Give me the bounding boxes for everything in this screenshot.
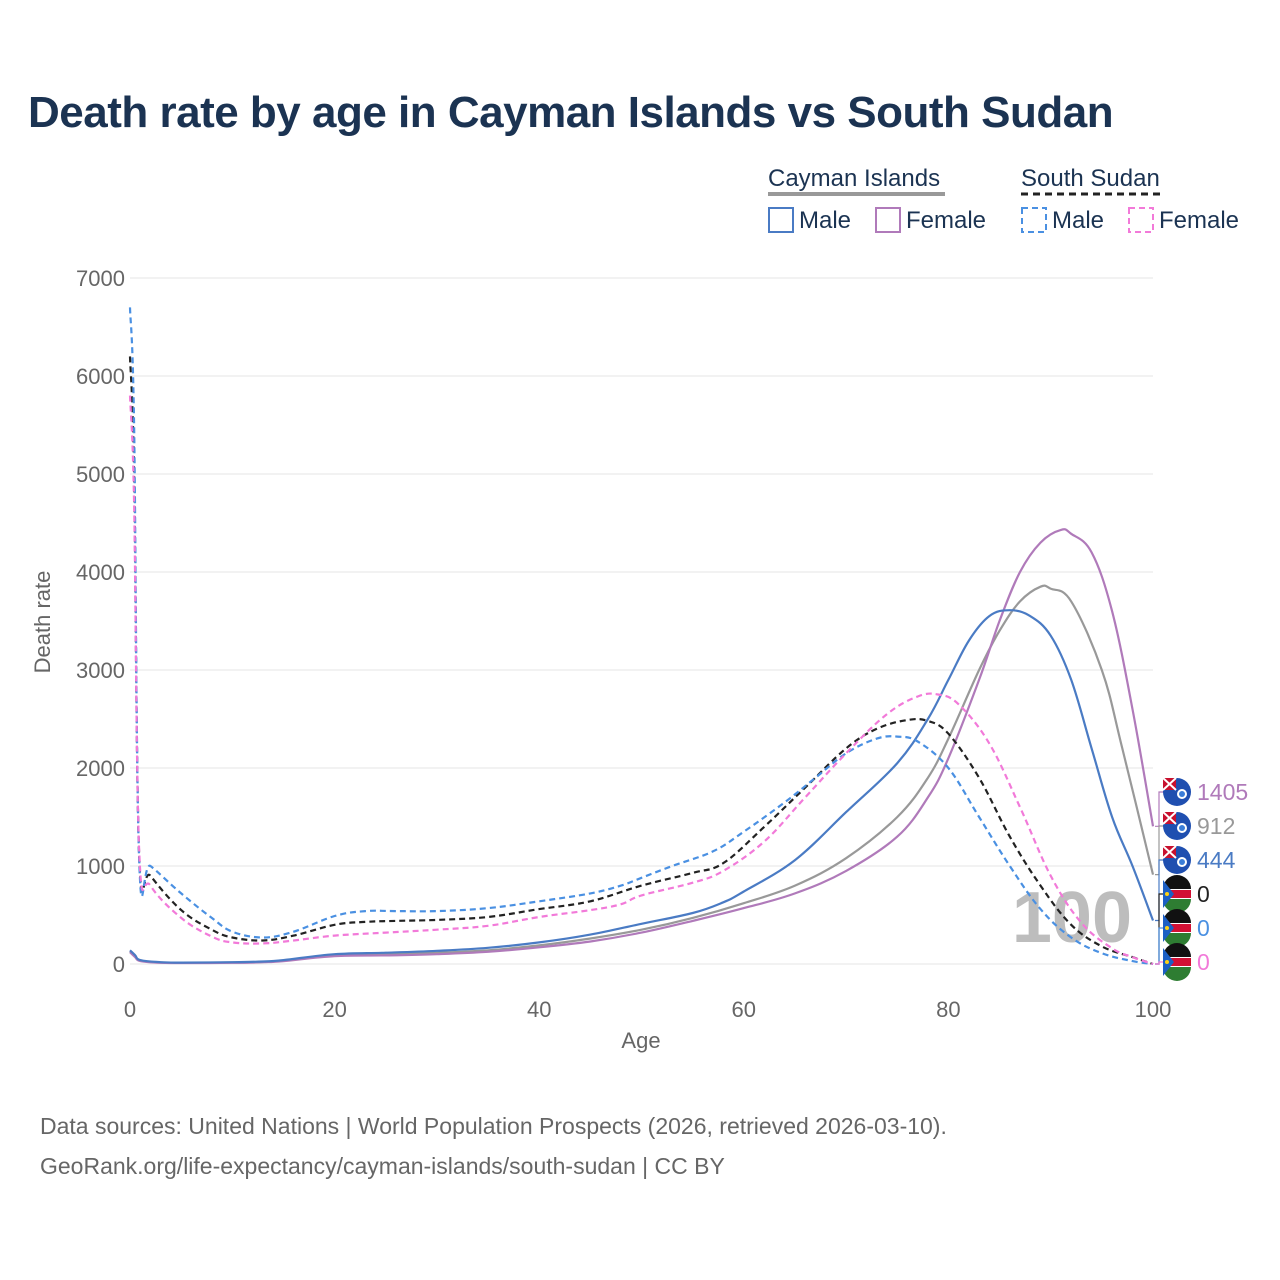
- footer-sources: Data sources: United Nations | World Pop…: [40, 1113, 947, 1139]
- footer-link: GeoRank.org/life-expectancy/cayman-islan…: [40, 1153, 725, 1179]
- y-axis-ticks: 0 1000 2000 3000 4000 5000 6000 7000: [76, 266, 125, 977]
- south-sudan-flag-icon: [1163, 875, 1191, 913]
- series-layer: [128, 307, 1155, 966]
- end-connector-ss-female: [1155, 961, 1165, 965]
- end-value-ss-male: 0: [1197, 915, 1210, 941]
- legend-group-cayman-islands: Cayman Islands: [768, 165, 940, 192]
- south-sudan-flag-icon: [1163, 943, 1191, 981]
- series-line-ci-total: [129, 584, 1155, 964]
- cayman-islands-flag-icon: [1162, 845, 1191, 874]
- x-axis-ticks: 0 20 40 60 80 100: [124, 997, 1171, 1022]
- x-axis-title: Age: [621, 1028, 660, 1053]
- legend-label-ci-male: Male: [799, 207, 851, 234]
- y-tick-label: 3000: [76, 658, 125, 683]
- legend-label-ss-male: Male: [1052, 207, 1104, 234]
- legend-label-ss-female: Female: [1159, 207, 1239, 234]
- cayman-islands-flag-icon: [1162, 777, 1191, 806]
- end-value-ci-male: 444: [1197, 847, 1236, 873]
- y-axis-title: Death rate: [30, 571, 55, 674]
- end-value-ci-female: 1405: [1197, 779, 1248, 805]
- current-age-label: 100: [1012, 878, 1132, 958]
- x-tick-label: 0: [124, 997, 136, 1022]
- series-line-ci-male: [129, 609, 1155, 964]
- end-connector-ci-male: [1155, 859, 1165, 922]
- grid: [130, 277, 1153, 965]
- end-value-ss-female: 0: [1197, 949, 1210, 975]
- y-tick-label: 7000: [76, 266, 125, 291]
- legend: Cayman Islands South Sudan Male Female M…: [768, 165, 1239, 234]
- cayman-islands-flag-icon: [1162, 811, 1191, 840]
- legend-label-ci-female: Female: [906, 207, 986, 234]
- south-sudan-flag-icon: [1163, 909, 1191, 947]
- x-tick-label: 80: [936, 997, 960, 1022]
- end-markers: 1405 912 444 0 0 0: [1155, 777, 1248, 981]
- end-connector-ci-total: [1155, 825, 1165, 876]
- legend-swatch-ci-female: [875, 207, 901, 233]
- y-tick-label: 5000: [76, 462, 125, 487]
- legend-group-south-sudan: South Sudan: [1021, 165, 1160, 192]
- y-tick-label: 6000: [76, 364, 125, 389]
- end-connector-ci-female: [1155, 791, 1165, 827]
- x-tick-label: 20: [322, 997, 346, 1022]
- footer: Data sources: United Nations | World Pop…: [40, 1106, 947, 1186]
- y-tick-label: 0: [113, 952, 125, 977]
- chart-title: Death rate by age in Cayman Islands vs S…: [28, 88, 1114, 137]
- end-value-ci-total: 912: [1197, 813, 1235, 839]
- series-line-ss-total: [128, 356, 1154, 966]
- legend-swatch-ss-male: [1021, 207, 1047, 233]
- x-tick-label: 100: [1135, 997, 1172, 1022]
- x-tick-label: 40: [527, 997, 551, 1022]
- series-line-ss-female: [128, 395, 1154, 966]
- series-line-ci-female: [129, 528, 1155, 965]
- legend-swatch-ss-female: [1128, 207, 1154, 233]
- y-tick-label: 4000: [76, 560, 125, 585]
- legend-swatch-ci-male: [768, 207, 794, 233]
- x-tick-label: 60: [732, 997, 756, 1022]
- series-line-ss-male: [128, 307, 1154, 966]
- y-tick-label: 2000: [76, 756, 125, 781]
- end-value-ss-total: 0: [1197, 881, 1210, 907]
- y-tick-label: 1000: [76, 854, 125, 879]
